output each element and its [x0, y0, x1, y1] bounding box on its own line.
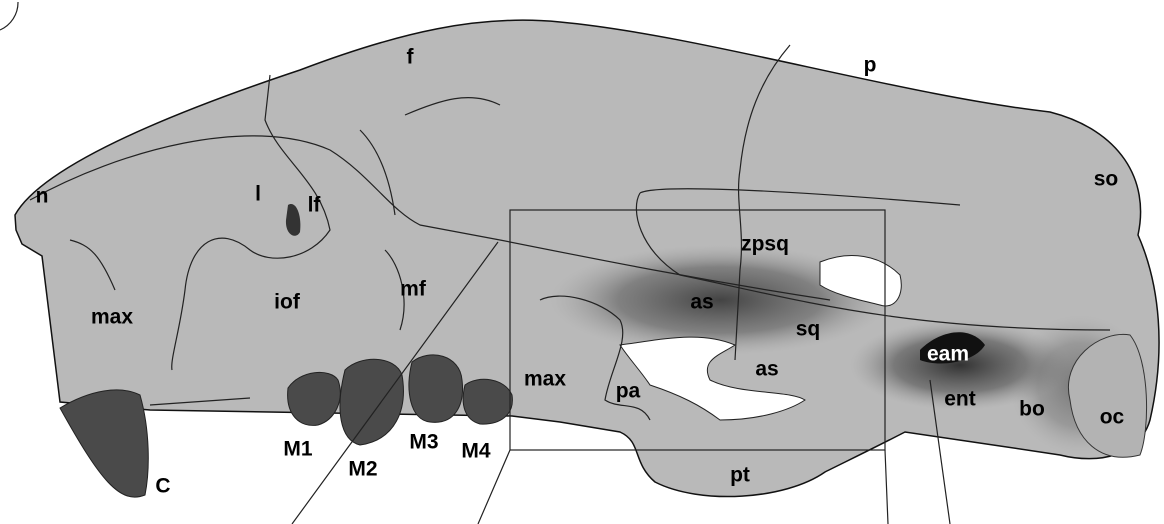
skull-outline	[15, 20, 1159, 496]
label: mf	[400, 278, 427, 301]
label: f	[407, 46, 415, 69]
label: sq	[796, 318, 821, 341]
label: lf	[308, 194, 322, 217]
label: M4	[461, 440, 490, 463]
label: as	[755, 358, 778, 381]
label: pt	[730, 464, 750, 487]
label: pa	[616, 380, 641, 403]
label: M1	[283, 438, 312, 461]
label: zpsq	[741, 233, 789, 256]
label: as	[690, 291, 713, 314]
tooth-m3	[409, 355, 463, 422]
label: n	[36, 185, 49, 208]
skull-diagram: fpnllfsozpsqiofmfmaxassqeammaxpaasentboo…	[0, 0, 1164, 524]
label: max	[91, 306, 133, 329]
label: max	[524, 368, 566, 391]
label: p	[864, 54, 877, 77]
label: eam	[927, 343, 969, 366]
label: l	[255, 183, 261, 206]
tooth-m1	[288, 372, 341, 425]
label: iof	[274, 291, 301, 314]
label: M3	[409, 431, 438, 454]
tooth-m2	[340, 359, 403, 445]
label: M2	[348, 458, 377, 481]
label: ent	[944, 388, 976, 411]
label: bo	[1019, 398, 1045, 421]
label: so	[1094, 168, 1119, 191]
label: oc	[1100, 406, 1125, 429]
circle-edge	[0, 2, 18, 30]
label: C	[155, 475, 170, 498]
canine	[60, 390, 148, 497]
tooth-m4	[463, 379, 512, 424]
